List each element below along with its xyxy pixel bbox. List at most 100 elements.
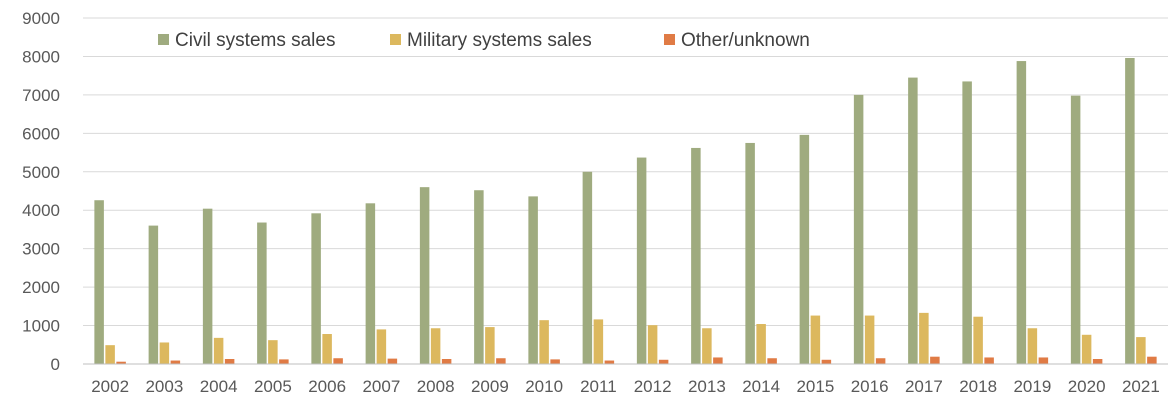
y-tick-label: 2000: [22, 278, 60, 297]
bar-other-unknown-2010: [550, 359, 560, 364]
gridlines: [83, 17, 1168, 327]
x-axis-ticks: 2002 2003 2004 2005 2006 2007 2008 2009 2010 2011…: [91, 377, 1160, 396]
legend-label: Civil systems sales: [175, 30, 335, 51]
bar-other-unknown-2016: [875, 358, 886, 364]
bar-civil-systems-sales-2008: [419, 187, 430, 364]
y-axis-ticks: 0 1000 2000 3000 4000 5000 6000 7000 8000 9000: [22, 9, 60, 374]
bar-other-unknown-2004: [224, 359, 235, 364]
x-tick-label: 2009: [471, 377, 509, 396]
bar-other-unknown-2020: [1092, 359, 1103, 364]
y-tick-label: 5000: [22, 163, 60, 182]
y-tick-label: 6000: [22, 124, 60, 143]
x-tick-label: 2005: [254, 377, 292, 396]
bar-civil-systems-sales-2018: [962, 81, 972, 364]
bar-military-systems-sales-2014: [756, 324, 766, 364]
bar-military-systems-sales-2015: [810, 315, 821, 364]
bar-other-unknown-2015: [821, 359, 832, 364]
bar-military-systems-sales-2006: [322, 334, 332, 364]
bar-military-systems-sales-2016: [864, 315, 875, 364]
x-tick-label: 2015: [796, 377, 834, 396]
bar-other-unknown-2014: [767, 358, 777, 364]
legend: Civil systems sales Military systems sale…: [158, 30, 810, 51]
bar-military-systems-sales-2021: [1136, 337, 1146, 364]
x-tick-label: 2020: [1068, 377, 1106, 396]
x-tick-label: 2012: [634, 377, 672, 396]
bar-other-unknown-2013: [713, 357, 723, 364]
bar-military-systems-sales-2002: [105, 345, 115, 364]
bar-civil-systems-sales-2011: [582, 171, 593, 364]
bar-civil-systems-sales-2012: [636, 157, 647, 364]
bar-other-unknown-2019: [1038, 357, 1049, 364]
bar-civil-systems-sales-2017: [908, 77, 918, 364]
bar-civil-systems-sales-2002: [94, 200, 104, 364]
bar-military-systems-sales-2019: [1027, 328, 1038, 364]
x-tick-label: 2011: [580, 377, 617, 396]
bar-civil-systems-sales-2006: [311, 213, 321, 364]
bar-civil-systems-sales-2003: [148, 225, 159, 364]
x-tick-label: 2013: [688, 377, 726, 396]
bar-other-unknown-2003: [170, 360, 181, 364]
bar-other-unknown-2008: [441, 359, 452, 364]
bar-military-systems-sales-2008: [430, 328, 441, 364]
bar-other-unknown-2007: [387, 358, 398, 364]
bar-military-systems-sales-2013: [702, 328, 712, 364]
y-tick-label: 8000: [22, 47, 60, 66]
legend-swatch: [664, 34, 675, 45]
bar-civil-systems-sales-2013: [691, 147, 701, 364]
bar-military-systems-sales-2020: [1081, 334, 1092, 364]
bar-military-systems-sales-2003: [159, 342, 170, 364]
x-tick-label: 2018: [959, 377, 997, 396]
bar-civil-systems-sales-2010: [528, 196, 538, 364]
legend-swatch: [390, 34, 401, 45]
y-tick-label: 9000: [22, 9, 60, 28]
bar-civil-systems-sales-2004: [202, 208, 213, 364]
legend-label: Military systems sales: [407, 30, 592, 51]
bar-military-systems-sales-2011: [593, 319, 604, 364]
bar-civil-systems-sales-2015: [799, 134, 810, 364]
y-tick-label: 1000: [22, 317, 60, 336]
x-tick-label: 2014: [742, 377, 780, 396]
bar-civil-systems-sales-2016: [853, 94, 864, 364]
x-tick-label: 2003: [145, 377, 183, 396]
bar-civil-systems-sales-2021: [1125, 57, 1135, 364]
x-tick-label: 2007: [362, 377, 400, 396]
bar-civil-systems-sales-2014: [745, 142, 755, 364]
x-tick-label: 2017: [905, 377, 943, 396]
bar-civil-systems-sales-2005: [257, 222, 267, 364]
x-tick-label: 2006: [308, 377, 346, 396]
y-tick-label: 7000: [22, 86, 60, 105]
bar-military-systems-sales-2007: [376, 329, 387, 364]
bar-military-systems-sales-2004: [213, 337, 224, 364]
bar-other-unknown-2017: [930, 356, 940, 364]
bar-military-systems-sales-2012: [647, 325, 658, 364]
legend-label: Other/unknown: [681, 30, 810, 51]
bar-civil-systems-sales-2019: [1016, 61, 1027, 365]
bar-other-unknown-2002: [116, 361, 126, 364]
bar-military-systems-sales-2010: [539, 320, 549, 364]
bar-civil-systems-sales-2009: [474, 190, 484, 364]
legend-swatch: [158, 34, 169, 45]
bar-other-unknown-2006: [333, 358, 343, 364]
bars: [94, 57, 1157, 365]
bar-civil-systems-sales-2020: [1070, 95, 1081, 364]
bar-military-systems-sales-2017: [919, 312, 929, 364]
bar-other-unknown-2009: [496, 358, 506, 364]
bar-military-systems-sales-2005: [268, 340, 278, 364]
x-tick-label: 2008: [417, 377, 455, 396]
bar-other-unknown-2021: [1147, 356, 1157, 364]
bar-other-unknown-2012: [658, 359, 669, 364]
x-tick-label: 2004: [200, 377, 238, 396]
y-tick-label: 4000: [22, 201, 60, 220]
bar-other-unknown-2011: [604, 360, 615, 364]
x-tick-label: 2002: [91, 377, 129, 396]
x-tick-label: 2016: [851, 377, 889, 396]
y-tick-label: 3000: [22, 240, 60, 259]
bar-military-systems-sales-2018: [973, 316, 983, 364]
x-tick-label: 2019: [1013, 377, 1051, 396]
bar-military-systems-sales-2009: [485, 327, 495, 364]
bar-other-unknown-2005: [279, 359, 289, 364]
x-tick-label: 2010: [525, 377, 563, 396]
y-tick-label: 0: [51, 355, 60, 374]
bar-other-unknown-2018: [984, 357, 994, 364]
